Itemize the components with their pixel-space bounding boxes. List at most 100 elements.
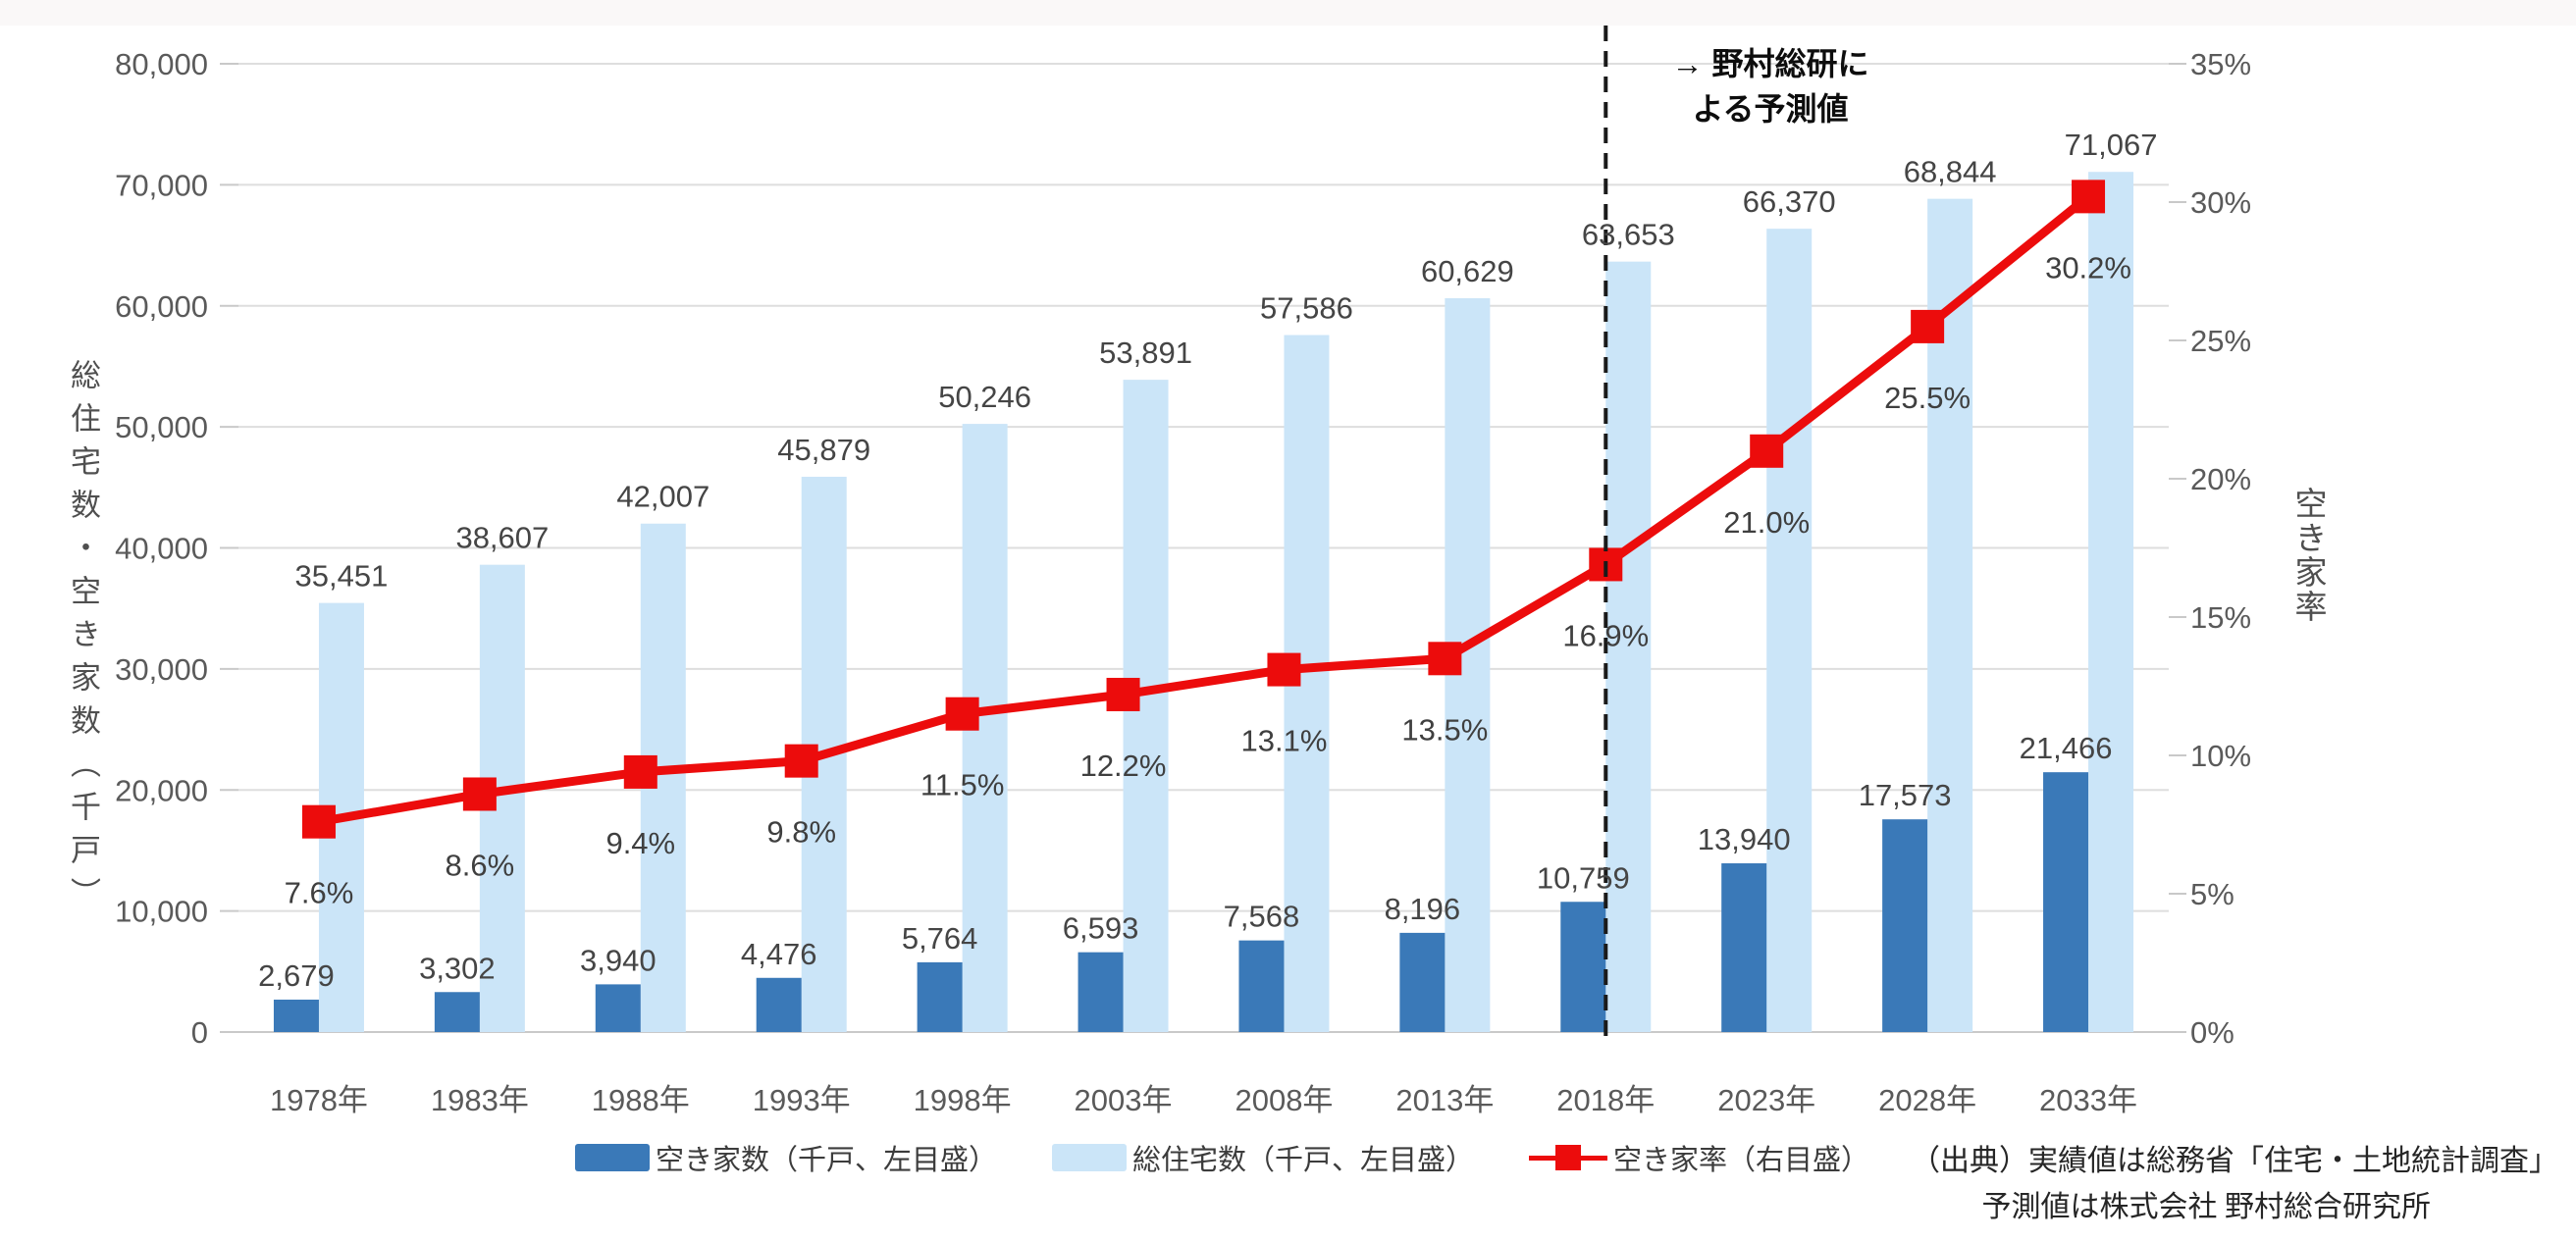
vacancy-rate-marker: [1106, 677, 1140, 711]
vacancy-rate-marker: [623, 754, 657, 789]
vacant-count-bar: [756, 977, 802, 1032]
vacant-count-label: 2,679: [258, 958, 335, 993]
vacancy-rate-label: 25.5%: [1884, 381, 1971, 415]
forecast-annotation-line1: → 野村総研に: [1671, 46, 1869, 81]
total-housing-label: 45,879: [777, 433, 870, 467]
vacancy-rate-marker: [1428, 642, 1462, 676]
x-axis-year-label: 2013年: [1395, 1083, 1494, 1117]
left-axis-tick-label: 0: [191, 1015, 208, 1050]
forecast-annotation: → 野村総研に よる予測値: [1617, 41, 1923, 131]
legend-item-vacancy-rate: 空き家率（右目盛）: [1529, 1137, 1869, 1178]
vacant-count-bar: [1399, 932, 1446, 1032]
vacant-count-label: 8,196: [1385, 892, 1461, 926]
total-housing-label: 57,586: [1260, 291, 1353, 326]
vacant-count-bar: [1078, 952, 1124, 1032]
left-axis-tick-label: 50,000: [115, 410, 208, 444]
x-axis-year-label: 1998年: [914, 1083, 1012, 1117]
vacant-count-label: 6,593: [1063, 911, 1139, 946]
total-housing-bar: [1766, 229, 1813, 1032]
legend-item-vacant-count: 空き家数（千戸、左目盛）: [575, 1137, 997, 1178]
vacant-count-label: 7,568: [1224, 900, 1300, 934]
vacant-count-label: 17,573: [1859, 778, 1952, 812]
vacancy-rate-marker: [1750, 434, 1784, 468]
vacant-count-label: 3,940: [580, 943, 657, 977]
x-axis-year-label: 2023年: [1717, 1083, 1815, 1117]
legend-item-total-housing: 総住宅数（千戸、左目盛）: [1052, 1137, 1474, 1178]
source-note: （出典）実績値は総務省「住宅・土地統計調査」 予測値は株式会社 野村総合研究所: [1911, 1138, 2558, 1230]
x-axis-year-label: 2028年: [1878, 1083, 1976, 1117]
left-axis-tick-label: 80,000: [115, 47, 208, 81]
right-axis-tick-label: 30%: [2190, 185, 2251, 220]
vacancy-rate-marker-mark: [1555, 1145, 1582, 1170]
vacant-count-label: 21,466: [2020, 731, 2113, 765]
vacancy-rate-marker: [945, 697, 979, 731]
vacancy-rate-label: 13.5%: [1401, 712, 1488, 747]
x-axis-year-label: 2003年: [1075, 1083, 1173, 1117]
forecast-annotation-line2: よる予測値: [1692, 91, 1849, 127]
left-axis-tick-label: 70,000: [115, 168, 208, 202]
x-axis-year-label: 1993年: [753, 1083, 851, 1117]
right-axis-tick-label: 10%: [2190, 739, 2251, 773]
vacancy-rate-label: 16.9%: [1562, 618, 1649, 652]
total-housing-bar: [2088, 172, 2134, 1033]
left-axis-tick-label: 30,000: [115, 652, 208, 687]
total-housing-label: 50,246: [938, 380, 1031, 414]
vacancy-rate-label: 9.8%: [766, 815, 836, 850]
source-line1: （出典）実績値は総務省「住宅・土地統計調査」: [1911, 1145, 2558, 1177]
vacancy-rate-label: 13.1%: [1241, 724, 1328, 758]
total-housing-bar: [1605, 261, 1652, 1032]
vacant-count-bar: [1721, 863, 1767, 1032]
vacant-count-swatch: [575, 1144, 650, 1171]
x-axis-year-label: 2008年: [1235, 1083, 1333, 1117]
total-housing-label: 60,629: [1421, 254, 1514, 288]
legend-label-vacancy-rate: 空き家率（右目盛）: [1613, 1145, 1870, 1176]
vacant-count-bar: [273, 999, 319, 1032]
vacancy-rate-label: 21.0%: [1723, 505, 1810, 540]
total-housing-label: 53,891: [1099, 336, 1192, 370]
vacant-count-bar: [1238, 940, 1285, 1032]
vacancy-rate-marker: [1267, 652, 1301, 687]
x-axis-year-label: 2033年: [2039, 1083, 2137, 1117]
vacancy-rate-label: 12.2%: [1080, 749, 1167, 783]
total-housing-label: 42,007: [616, 480, 710, 514]
left-axis-tick-label: 10,000: [115, 895, 208, 929]
vacant-count-bar: [1560, 902, 1606, 1032]
x-axis-year-label: 1978年: [270, 1083, 368, 1117]
total-housing-label: 35,451: [295, 559, 389, 594]
vacancy-rate-marker: [784, 744, 818, 778]
right-axis-tick-label: 15%: [2190, 600, 2251, 635]
vacancy-rate-label: 9.4%: [605, 826, 675, 860]
total-housing-label: 66,370: [1743, 184, 1836, 219]
source-line2: 予測値は株式会社 野村総合研究所: [1981, 1191, 2432, 1223]
right-axis-tick-label: 25%: [2190, 324, 2251, 358]
vacant-count-bar: [434, 992, 480, 1032]
vacancy-rate-line: [314, 191, 2093, 827]
left-axis-tick-label: 60,000: [115, 289, 208, 324]
vacancy-rate-marker: [1911, 309, 1945, 343]
vacant-count-label: 10,759: [1537, 860, 1630, 895]
right-axis-tick-label: 5%: [2190, 877, 2234, 911]
vacancy-rate-label: 30.2%: [2045, 250, 2131, 284]
vacant-count-label: 5,764: [902, 921, 978, 956]
vacant-count-bar: [1882, 819, 1928, 1032]
total-housing-label: 63,653: [1582, 218, 1675, 252]
vacant-count-label: 4,476: [741, 937, 817, 971]
legend-label-vacant-count: 空き家数（千戸、左目盛）: [656, 1145, 998, 1176]
x-axis-year-label: 1983年: [431, 1083, 529, 1117]
x-axis-year-label: 2018年: [1556, 1083, 1655, 1117]
vacant-count-bar: [2043, 772, 2089, 1032]
top-strip: [0, 0, 2576, 26]
right-axis-tick-label: 20%: [2190, 462, 2251, 496]
right-axis-tick-label: 35%: [2190, 47, 2251, 81]
total-housing-label: 38,607: [455, 521, 549, 555]
legend-label-total-housing: 総住宅数（千戸、左目盛）: [1132, 1145, 1475, 1176]
vacancy-rate-marker: [2072, 180, 2106, 214]
vacancy-rate-label: 11.5%: [920, 768, 1005, 802]
x-axis-year-label: 1988年: [592, 1083, 690, 1117]
vacant-count-bar: [917, 961, 963, 1032]
left-axis-title: 総住宅数・空き家数（千戸）: [66, 359, 100, 920]
right-axis-tick-label: 0%: [2190, 1015, 2234, 1050]
vacancy-rate-marker: [301, 804, 336, 839]
